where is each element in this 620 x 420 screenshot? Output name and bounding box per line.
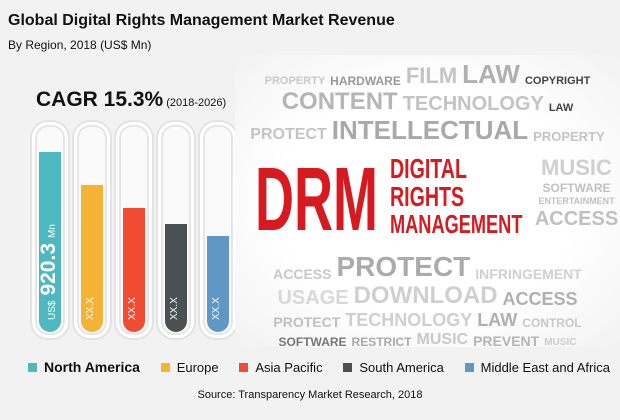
cloud-word: PROPERTY: [533, 129, 605, 144]
cloud-bottom: ACCESS PROTECT INFRINGEMENT USAGE DOWNLO…: [235, 251, 620, 349]
cloud-word: LAW: [462, 59, 520, 89]
legend-swatch: [239, 362, 249, 372]
cloud-word: INTELLECTUAL: [331, 115, 529, 145]
bar-data-label: XX.X: [165, 180, 187, 320]
cloud-word: COPYRIGHT: [524, 75, 591, 87]
legend-label: Asia Pacific: [255, 359, 323, 375]
legend-item-south-america: South America: [343, 360, 444, 375]
legend-item-middle-east-africa: Middle East and Africa: [464, 359, 610, 375]
cloud-rights: RIGHTS: [390, 181, 465, 212]
bar-tube-middle-east-and-africa: XX.X: [198, 120, 238, 340]
cagr-period: (2018-2026): [166, 97, 227, 109]
cloud-word: LAW: [548, 102, 574, 114]
bar-data-label: XX.X: [81, 180, 103, 320]
legend-label: South America: [359, 359, 444, 375]
bar-value-label: XX.X: [211, 297, 222, 320]
cloud-row: PROPERTY HARDWARE FILM LAW COPYRIGHT: [235, 61, 620, 87]
cloud-word: DOWNLOAD: [353, 282, 498, 309]
bar-tube-asia-pacific: XX.X: [114, 120, 154, 340]
legend-swatch: [160, 362, 170, 372]
cloud-word: PREVENT: [473, 333, 540, 349]
bar-value-label: US$ 920.3 Mn: [37, 224, 61, 320]
legend: North America Europe Asia Pacific South …: [28, 357, 610, 377]
cloud-row: PROTECT INTELLECTUAL PROPERTY: [235, 117, 620, 143]
cloud-word: ACCESS: [273, 266, 332, 282]
cloud-top: PROPERTY HARDWARE FILM LAW COPYRIGHT CON…: [235, 61, 620, 143]
cloud-word: MUSIC: [544, 337, 577, 348]
chart-title: Global Digital Rights Management Market …: [8, 12, 395, 29]
bar-data-label: XX.X: [123, 180, 145, 320]
bar-value-label: XX.X: [127, 297, 138, 320]
cloud-word: MUSIC: [541, 155, 612, 180]
bar-tube-europe: XX.X: [72, 120, 112, 340]
source-note: Source: Transparency Market Research, 20…: [197, 389, 423, 401]
cloud-row: PROTECT TECHNOLOGY LAW CONTROL: [235, 311, 620, 329]
cloud-word: RESTRICT: [351, 335, 412, 349]
legend-label: Europe: [176, 359, 219, 375]
bar-data-label: XX.X: [207, 180, 229, 320]
cloud-word: ACCESS: [502, 289, 578, 309]
cagr-value: CAGR 15.3%: [36, 88, 164, 111]
cloud-word: SOFTWARE: [278, 335, 347, 349]
bar: XX.X: [81, 185, 103, 332]
cloud-management: MANAGEMENT: [390, 209, 523, 239]
cloud-word: HARDWARE: [330, 74, 401, 88]
cagr-label: CAGR 15.3% (2018-2026): [36, 88, 226, 112]
cloud-word: TECHNOLOGY: [345, 310, 473, 330]
cloud-row: ACCESS PROTECT INFRINGEMENT: [235, 251, 620, 282]
cloud-drm: DRM: [255, 150, 378, 250]
legend-item-asia-pacific: Asia Pacific: [239, 359, 323, 375]
cloud-word: CONTROL: [522, 316, 582, 330]
bar: US$ 920.3 Mn: [37, 152, 61, 332]
cloud-row: SOFTWARE RESTRICT MUSIC PREVENT MUSIC: [235, 331, 620, 349]
cloud-word: ENTERTAINMENT: [538, 196, 615, 206]
cloud-word: INFRINGEMENT: [475, 266, 582, 282]
bar: XX.X: [165, 224, 187, 332]
drm-word-cloud-image: PROPERTY HARDWARE FILM LAW COPYRIGHT CON…: [235, 55, 620, 349]
cloud-word: LAW: [477, 310, 518, 330]
cloud-word: TECHNOLOGY: [402, 93, 544, 115]
cloud-word: SOFTWARE: [542, 181, 611, 195]
chart-subtitle: By Region, 2018 (US$ Mn): [8, 38, 152, 52]
value-prefix: US$: [47, 300, 58, 320]
cloud-word: PROTECT: [336, 251, 471, 282]
value-number: 920.3: [37, 242, 60, 296]
cloud-row: CONTENT TECHNOLOGY LAW: [235, 88, 620, 115]
legend-item-north-america: North America: [28, 359, 140, 375]
cloud-digital: DIGITAL: [390, 153, 467, 184]
legend-swatch: [343, 362, 353, 372]
cloud-word: PROTECT: [250, 126, 327, 143]
bar-tube-north-america: US$ 920.3 Mn: [30, 120, 70, 340]
bar: XX.X: [207, 236, 229, 332]
bar: XX.X: [123, 208, 145, 332]
value-unit: Mn: [47, 224, 58, 238]
cloud-word: PROPERTY: [264, 75, 326, 87]
legend-swatch: [28, 362, 37, 372]
bar-data-label: US$ 920.3 Mn: [37, 180, 61, 320]
cloud-row: USAGE DOWNLOAD ACCESS: [235, 282, 620, 309]
cloud-word: ACCESS: [534, 208, 619, 230]
bar-value-label: XX.X: [85, 297, 96, 320]
cloud-word: USAGE: [277, 287, 349, 309]
legend-swatch: [464, 362, 474, 372]
bar-tube-south-america: XX.X: [156, 120, 196, 340]
legend-label: North America: [44, 359, 140, 375]
cloud-side: MUSIC SOFTWARE ENTERTAINMENT ACCESS: [533, 155, 620, 230]
cloud-word: CONTENT: [281, 88, 398, 115]
cloud-word: FILM: [405, 63, 458, 88]
cloud-word: MUSIC: [416, 331, 469, 348]
legend-label: Middle East and Africa: [480, 359, 610, 375]
cloud-word: PROTECT: [273, 314, 341, 330]
bar-value-label: XX.X: [169, 297, 180, 320]
legend-item-europe: Europe: [160, 359, 219, 375]
